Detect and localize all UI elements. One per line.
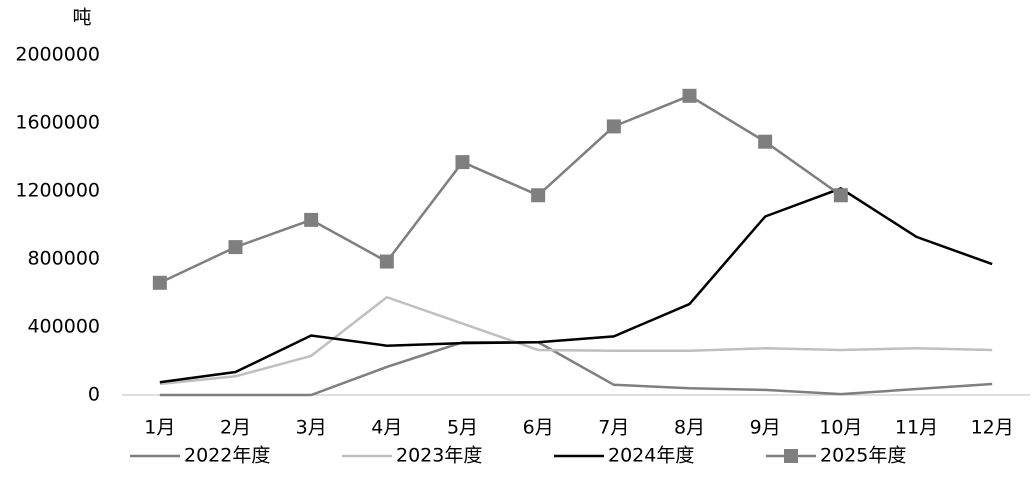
x-tick-label: 7月 (598, 417, 629, 439)
marker (304, 212, 319, 227)
marker (228, 240, 243, 255)
x-tick-label: 5月 (447, 417, 478, 439)
legend-label: 2022年度 (184, 445, 270, 467)
x-tick-label: 9月 (750, 417, 781, 439)
series-line (159, 295, 993, 386)
x-tick-label: 8月 (674, 417, 705, 439)
legend-label: 2023年度 (396, 445, 482, 467)
legend-marker (784, 449, 798, 463)
marker (379, 254, 394, 269)
x-tick-label: 11月 (895, 417, 938, 439)
x-tick-label: 2月 (220, 417, 251, 439)
x-tick-label: 6月 (523, 417, 554, 439)
y-tick-label: 2000000 (15, 44, 100, 66)
legend-label: 2024年度 (608, 445, 694, 467)
marker (833, 188, 848, 203)
marker (606, 119, 621, 134)
legend-label: 2025年度 (820, 445, 906, 467)
series-line (159, 94, 842, 284)
marker (758, 134, 773, 149)
y-tick-label: 1200000 (15, 180, 100, 202)
x-tick-label: 10月 (819, 417, 862, 439)
marker (152, 275, 167, 290)
marker (455, 155, 470, 170)
series-line (159, 187, 993, 384)
y-tick-label: 0 (88, 384, 100, 406)
y-tick-label: 800000 (27, 248, 100, 270)
x-tick-label: 1月 (144, 417, 175, 439)
y-unit: 吨 (72, 7, 91, 29)
y-tick-label: 1600000 (15, 112, 100, 134)
x-tick-label: 4月 (371, 417, 402, 439)
series-line (159, 341, 993, 397)
marker (531, 188, 546, 203)
marker (682, 88, 697, 103)
x-tick-label: 3月 (296, 417, 327, 439)
x-tick-label: 12月 (971, 417, 1014, 439)
y-tick-label: 400000 (27, 316, 100, 338)
